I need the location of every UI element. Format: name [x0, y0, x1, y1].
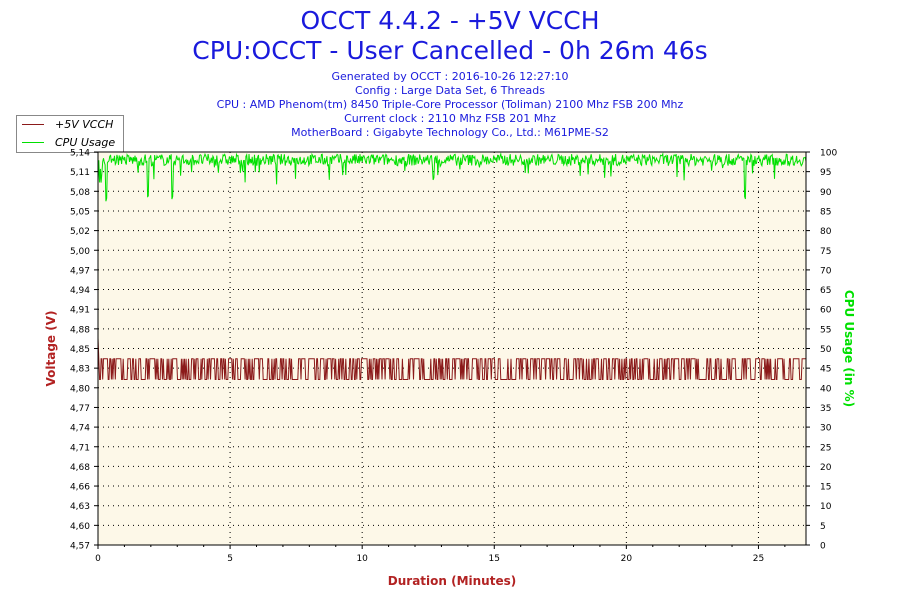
y-tick-label: 4,97	[70, 266, 90, 276]
chart-subtitle: CPU:OCCT - User Cancelled - 0h 26m 46s	[192, 36, 708, 65]
y2-tick-label: 35	[820, 404, 831, 414]
chart-legend: +5V VCCH CPU Usage	[16, 115, 124, 153]
y-tick-label: 4,94	[70, 286, 90, 296]
y2-tick-label: 90	[820, 188, 832, 198]
y-tick-label: 4,77	[70, 404, 90, 414]
y2-axis-label: CPU Usage (in %)	[842, 290, 856, 407]
x-tick-label: 0	[95, 554, 101, 564]
y2-tick-label: 95	[820, 168, 831, 178]
info-generated: Generated by OCCT : 2016-10-26 12:27:10	[331, 70, 569, 83]
plot-area	[98, 152, 806, 545]
y-tick-label: 5,08	[70, 188, 90, 198]
info-cpu: CPU : AMD Phenom(tm) 8450 Triple-Core Pr…	[216, 98, 684, 111]
y2-tick-label: 25	[820, 443, 831, 453]
x-axis-label: Duration (Minutes)	[388, 574, 516, 588]
info-motherboard: MotherBoard : Gigabyte Technology Co., L…	[291, 126, 609, 139]
x-tick-label: 5	[227, 554, 233, 564]
x-tick-label: 20	[621, 554, 633, 564]
y2-tick-label: 0	[820, 542, 826, 552]
y2-tick-label: 15	[820, 483, 831, 493]
y2-tick-label: 80	[820, 227, 832, 237]
y-tick-label: 5,14	[70, 149, 90, 159]
cpu-usage-line	[97, 152, 807, 202]
y2-tick-label: 45	[820, 365, 831, 375]
y2-tick-label: 70	[820, 266, 832, 276]
y2-tick-label: 55	[820, 325, 831, 335]
y-tick-label: 4,63	[70, 502, 90, 512]
info-clock: Current clock : 2110 Mhz FSB 201 Mhz	[344, 112, 556, 125]
y-tick-label: 4,88	[70, 325, 90, 335]
y2-tick-label: 100	[820, 149, 837, 159]
legend-label-voltage: +5V VCCH	[55, 118, 114, 131]
info-config: Config : Large Data Set, 6 Threads	[355, 84, 545, 97]
y-tick-label: 4,74	[70, 424, 90, 434]
chart-title: OCCT 4.4.2 - +5V VCCH	[300, 6, 600, 35]
y2-tick-label: 65	[820, 286, 831, 296]
y-tick-label: 5,02	[70, 227, 90, 237]
x-tick-label: 10	[356, 554, 368, 564]
y2-tick-label: 30	[820, 424, 832, 434]
y-tick-label: 4,71	[70, 443, 90, 453]
y2-tick-label: 5	[820, 522, 826, 532]
legend-item-cpu: CPU Usage	[17, 134, 123, 152]
y-tick-label: 4,85	[70, 345, 90, 355]
voltage-line	[97, 338, 806, 380]
y-tick-label: 4,91	[70, 306, 90, 316]
y2-tick-label: 85	[820, 207, 831, 217]
y-tick-label: 4,60	[70, 522, 90, 532]
y2-tick-label: 40	[820, 384, 832, 394]
plot-frame	[97, 151, 807, 546]
y-tick-label: 5,05	[70, 207, 90, 217]
chart-info: Generated by OCCT : 2016-10-26 12:27:10 …	[0, 70, 900, 140]
y-tick-label: 4,83	[70, 365, 90, 375]
legend-item-voltage: +5V VCCH	[17, 116, 123, 134]
y-tick-label: 4,68	[70, 463, 90, 473]
legend-swatch-voltage	[22, 124, 44, 125]
x-tick-label: 25	[753, 554, 764, 564]
y2-tick-label: 10	[820, 502, 832, 512]
y-tick-label: 4,57	[70, 542, 90, 552]
y-tick-label: 4,66	[70, 483, 90, 493]
y-tick-label: 5,11	[70, 168, 90, 178]
y2-tick-label: 75	[820, 247, 831, 257]
y-tick-label: 4,80	[70, 384, 90, 394]
y-tick-label: 5,00	[70, 247, 90, 257]
y2-tick-label: 50	[820, 345, 832, 355]
y2-tick-label: 60	[820, 306, 832, 316]
legend-label-cpu: CPU Usage	[55, 136, 116, 149]
legend-swatch-cpu	[22, 142, 44, 143]
y-axis-label: Voltage (V)	[44, 311, 58, 387]
y2-tick-label: 20	[820, 463, 832, 473]
x-tick-label: 15	[489, 554, 500, 564]
